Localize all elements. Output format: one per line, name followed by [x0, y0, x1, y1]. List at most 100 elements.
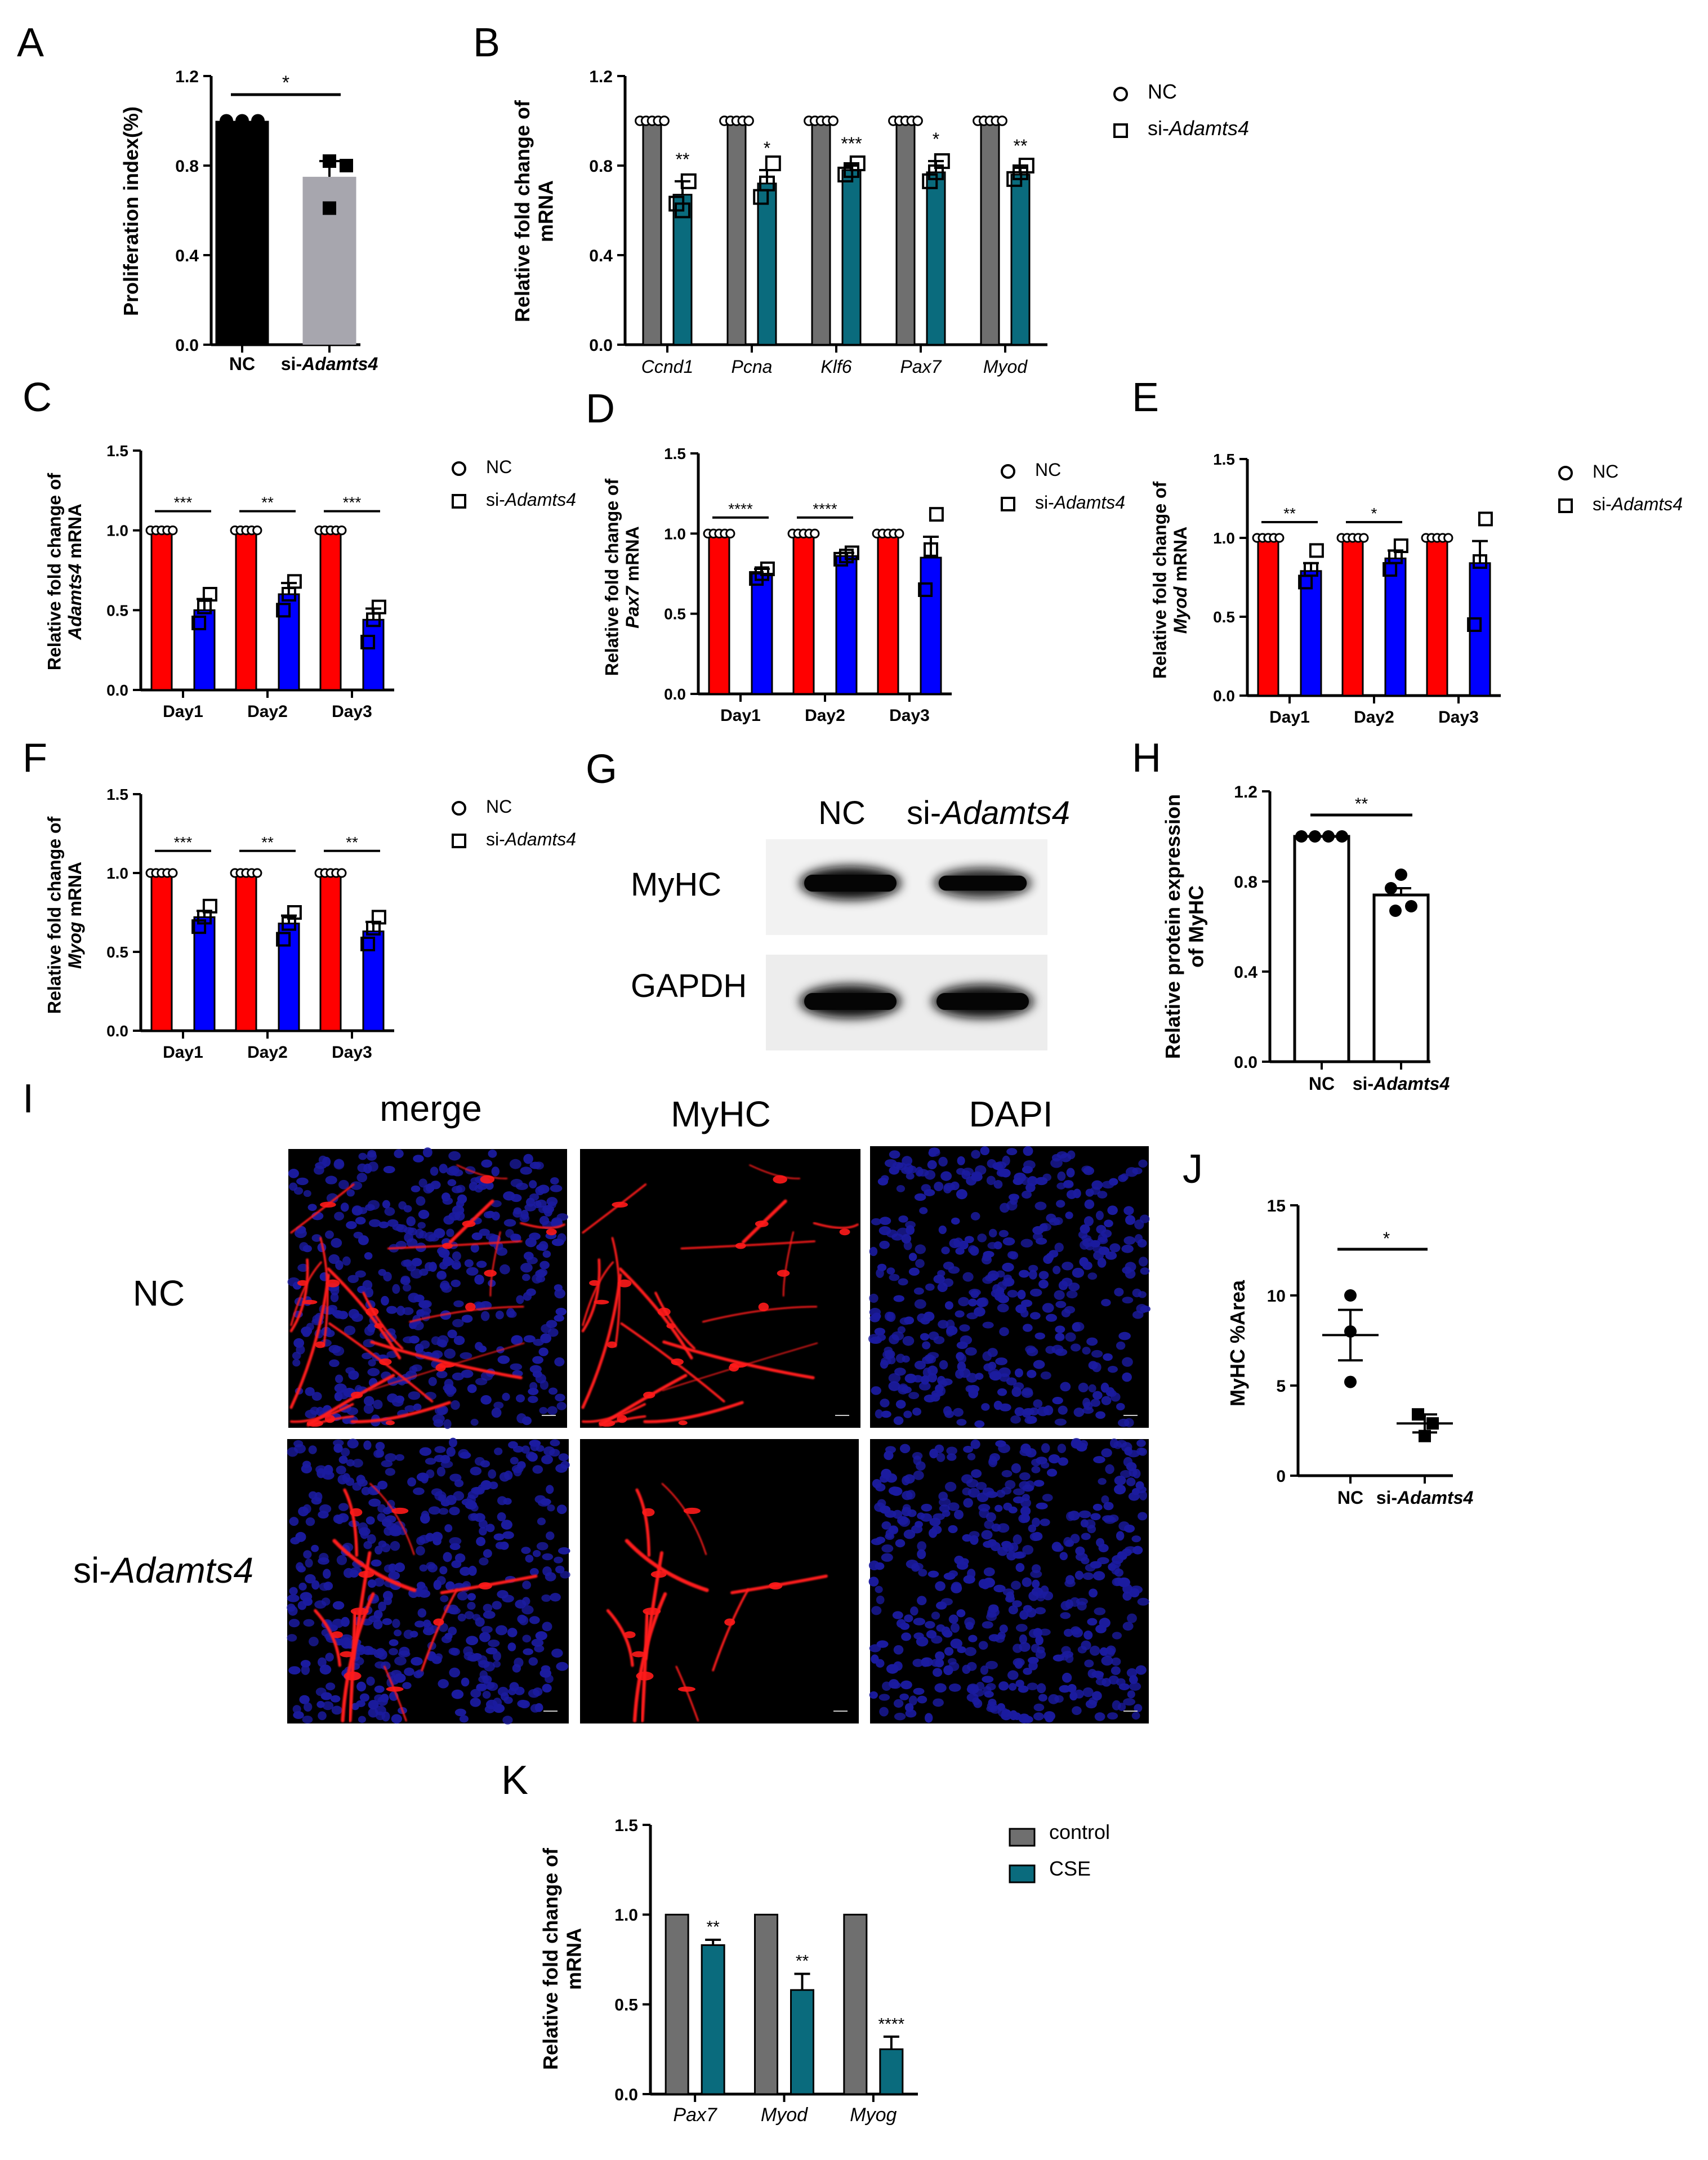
nucleus — [332, 1618, 344, 1628]
nucleus — [1123, 1698, 1136, 1706]
data-point — [337, 525, 347, 536]
nucleus — [975, 1373, 984, 1380]
bar — [895, 120, 916, 346]
y-tick-label: 15 — [1267, 1197, 1286, 1215]
nucleus — [403, 1336, 415, 1344]
data-point — [202, 587, 217, 602]
nucleus — [1114, 1288, 1124, 1297]
x-tick-label: NC — [1337, 1487, 1363, 1508]
nucleus — [940, 1171, 952, 1181]
nucleus — [461, 1315, 473, 1323]
nucleus — [368, 1219, 381, 1227]
nucleus — [1023, 1160, 1036, 1170]
nucleus — [904, 1614, 913, 1623]
nucleus — [917, 1549, 926, 1560]
nucleus — [1103, 1502, 1114, 1511]
micrograph — [580, 1439, 859, 1723]
micrograph-background — [580, 1149, 860, 1428]
nucleus — [404, 1405, 416, 1413]
nucleus — [1138, 1159, 1148, 1168]
nucleus — [353, 1231, 363, 1239]
myotube-body — [773, 1175, 787, 1184]
nucleus — [975, 1482, 987, 1490]
nucleus — [402, 1682, 412, 1690]
nucleus — [1070, 1626, 1081, 1635]
nucleus — [1091, 1180, 1103, 1190]
nucleus — [928, 1149, 937, 1157]
myotube-body — [478, 1582, 492, 1590]
nucleus — [394, 1149, 404, 1159]
nucleus — [1060, 1382, 1071, 1392]
nucleus — [356, 1681, 367, 1692]
nucleus — [288, 1169, 299, 1178]
nucleus — [367, 1150, 376, 1158]
legend-label: si-Adamts4 — [1148, 117, 1249, 140]
y-tick-label: 0.5 — [664, 605, 686, 623]
nucleus — [530, 1442, 539, 1451]
data-point — [323, 154, 336, 168]
y-tick-label: 0.5 — [1213, 608, 1235, 626]
nucleus — [475, 1617, 485, 1627]
nucleus — [955, 1247, 965, 1255]
nucleus — [529, 1232, 541, 1240]
nucleus — [929, 1528, 938, 1538]
nucleus — [1084, 1659, 1094, 1668]
nucleus — [948, 1525, 958, 1534]
nucleus — [309, 1637, 319, 1646]
myotube-body — [666, 1323, 676, 1329]
nucleus — [470, 1418, 479, 1426]
nucleus — [322, 1701, 334, 1711]
nucleus — [1107, 1205, 1118, 1215]
data-point — [659, 115, 670, 126]
significance-label: *** — [841, 133, 862, 154]
nucleus — [366, 1676, 375, 1686]
nucleus — [1132, 1288, 1141, 1298]
nucleus — [944, 1481, 957, 1492]
nucleus — [925, 1621, 935, 1629]
nucleus — [493, 1401, 504, 1409]
nucleus — [368, 1161, 378, 1172]
nucleus — [913, 1618, 926, 1625]
nucleus — [456, 1184, 466, 1193]
nucleus — [515, 1182, 528, 1190]
nucleus — [431, 1488, 443, 1497]
nucleus — [1034, 1332, 1046, 1340]
nucleus — [1065, 1599, 1073, 1609]
nucleus — [1083, 1630, 1093, 1640]
x-tick-label: Day1 — [163, 1043, 203, 1062]
nucleus — [1038, 1279, 1049, 1289]
nucleus — [1006, 1148, 1018, 1155]
nucleus — [893, 1699, 904, 1708]
blot-col-nc: NC — [818, 795, 866, 831]
nucleus — [984, 1520, 995, 1529]
legend-marker — [1558, 498, 1573, 513]
nucleus — [970, 1290, 979, 1298]
nucleus — [334, 1383, 347, 1393]
nucleus — [487, 1682, 498, 1691]
nucleus — [985, 1491, 998, 1498]
nucleus — [1020, 1309, 1029, 1318]
data-point — [252, 868, 262, 878]
nucleus — [903, 1410, 912, 1418]
nucleus — [297, 1601, 307, 1610]
nucleus — [1111, 1666, 1121, 1675]
nucleus — [904, 1316, 915, 1325]
nucleus — [1012, 1600, 1022, 1607]
nucleus — [328, 1344, 341, 1353]
nucleus — [542, 1250, 551, 1258]
nucleus — [901, 1507, 912, 1517]
legend-label: si-Adamts4 — [1593, 494, 1683, 514]
nucleus — [985, 1683, 996, 1691]
nucleus — [452, 1372, 464, 1380]
nucleus — [556, 1401, 567, 1410]
nucleus — [917, 1541, 927, 1551]
nucleus — [305, 1409, 317, 1419]
nucleus — [440, 1310, 452, 1320]
nucleus — [1076, 1597, 1089, 1605]
myotube — [319, 1237, 329, 1348]
nucleus — [526, 1288, 536, 1297]
nucleus — [335, 1374, 344, 1383]
legend-marker — [1113, 87, 1128, 101]
data-point — [725, 528, 735, 538]
nucleus — [287, 1594, 300, 1602]
